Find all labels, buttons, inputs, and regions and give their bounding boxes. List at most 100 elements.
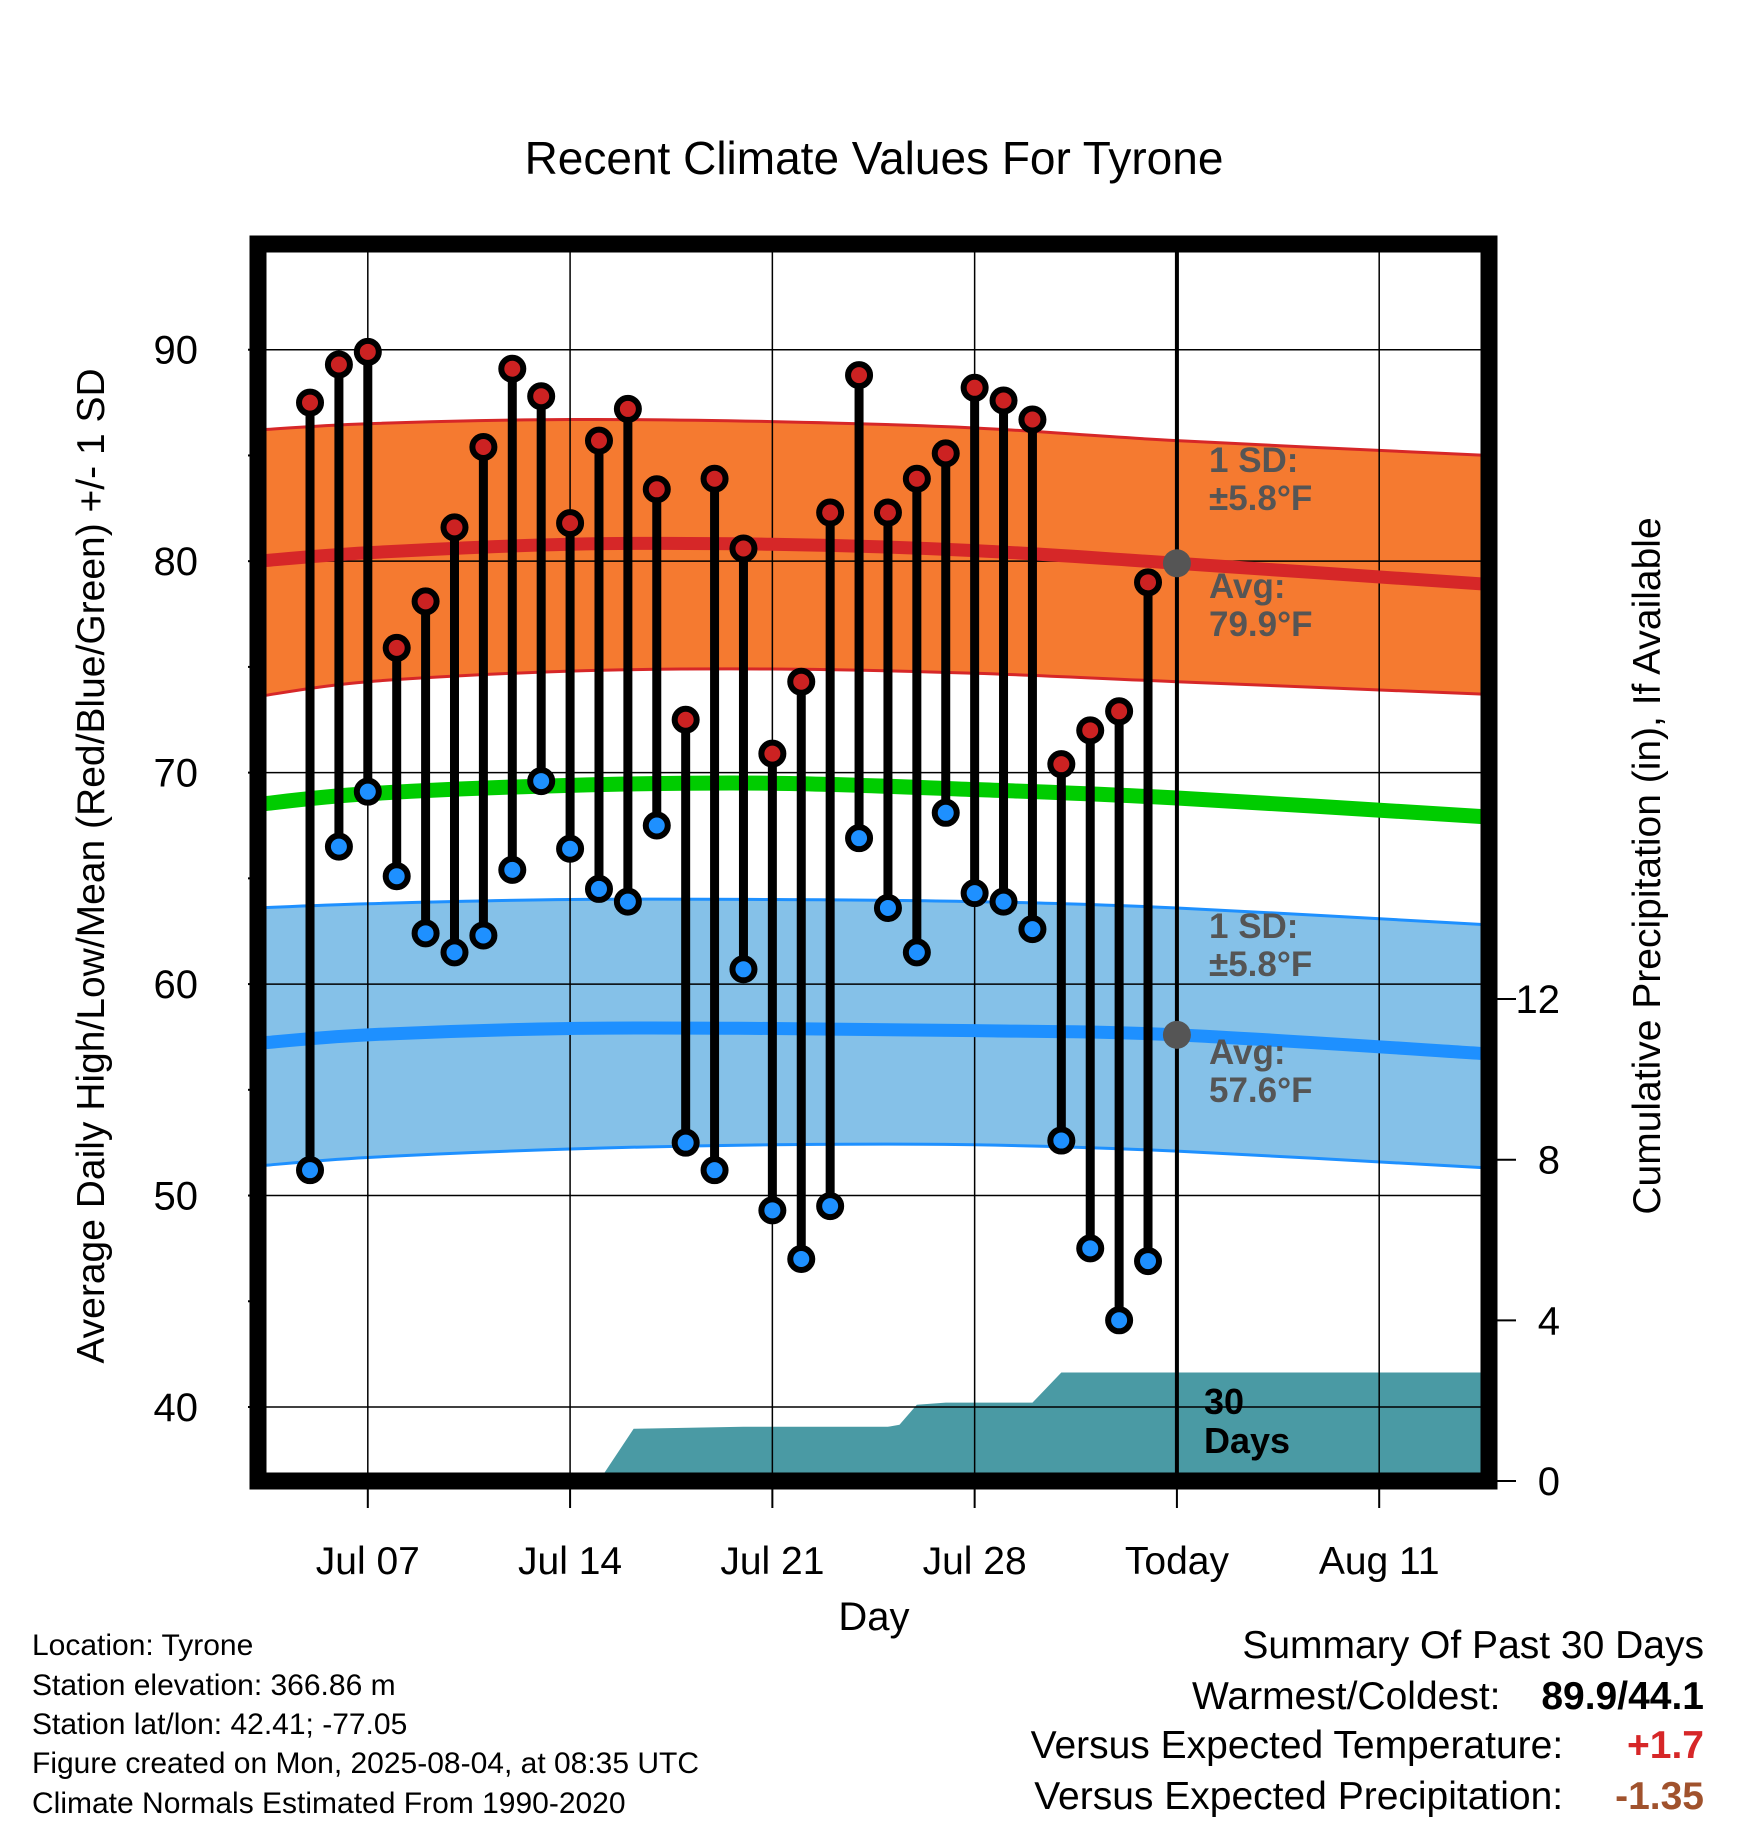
low-temp-point (960, 879, 989, 908)
low-temp-point (353, 777, 382, 806)
y-axis-right-title: Cumulative Precipitation (in), If Availa… (1626, 517, 1669, 1214)
summary-temperature-row: Versus Expected Temperature: +1.7 (1031, 1726, 1704, 1765)
x-tick-label: Jul 07 (316, 1540, 420, 1583)
plot-frame (249, 235, 1498, 1490)
low-temp-point (758, 1196, 787, 1225)
high-temp-point (1076, 716, 1105, 745)
high-sd-band (258, 419, 1489, 697)
temperature-label: Versus Expected Temperature: (1030, 1724, 1564, 1767)
warmest-label: Warmest/Coldest: (1192, 1675, 1501, 1718)
precipitation-value: -1.35 (1615, 1775, 1704, 1818)
high-temp-point (498, 354, 527, 383)
low-temp-point (1076, 1234, 1105, 1263)
high-temp-point (584, 426, 613, 455)
y-right-tick-label: 4 (1538, 1299, 1560, 1343)
high-temp-point (960, 373, 989, 402)
x-axis-title: Day (838, 1595, 909, 1639)
low-temp-point (382, 862, 411, 891)
x-tick-label: Jul 28 (923, 1540, 1027, 1583)
low-temp-point (671, 1128, 700, 1157)
low-temp-point (642, 811, 671, 840)
low-temp-point (902, 938, 931, 967)
low-temp-point (787, 1244, 816, 1273)
high-temp-point (382, 633, 411, 662)
high-temp-point (353, 337, 382, 366)
summary-heading: Summary Of Past 30 Days (1242, 1624, 1704, 1667)
high-temp-point (411, 587, 440, 616)
high-temp-point (758, 739, 787, 768)
low-upper-line (258, 897, 1489, 927)
high-temp-point (296, 388, 325, 417)
high-temp-point (845, 361, 874, 390)
low-temp-point (700, 1156, 729, 1185)
low-temp-point (440, 938, 469, 967)
low-temp-point (845, 824, 874, 853)
warmest-value: 89.9/44.1 (1541, 1675, 1704, 1718)
y-tick-label: 70 (154, 752, 199, 796)
x-tick-label: Jul 14 (518, 1540, 622, 1583)
high-temp-point (787, 667, 816, 696)
low-average-annotation: Avg: 57.6°F (1209, 1033, 1313, 1110)
y-tick-label: 80 (154, 540, 199, 584)
x-tick-label: Jul 21 (720, 1540, 824, 1583)
normals-text: Climate Normals Estimated From 1990-2020 (32, 1787, 626, 1820)
plot-content: 1 SD: ±5.8°F Avg: 79.9°F 1 SD: ±5.8°F Avg: 57.6… (258, 244, 1489, 1481)
high-temp-point (902, 464, 931, 493)
y-right-tick-label: 12 (1516, 978, 1561, 1022)
precipitation-area (541, 1372, 1489, 1481)
low-temp-point (931, 798, 960, 827)
high-temp-point (1134, 568, 1163, 597)
low-temp-point (1134, 1247, 1163, 1276)
high-temp-point (873, 498, 902, 527)
high-temp-point (527, 382, 556, 411)
low-temp-point (1047, 1126, 1076, 1155)
summary-warmest-row: Warmest/Coldest: 89.9/44.1 (1192, 1677, 1704, 1716)
summary-precipitation-row: Versus Expected Precipitation: -1.35 (1034, 1777, 1704, 1816)
today-30-days-label: 30 Days (1204, 1381, 1290, 1461)
high-temp-point (556, 509, 585, 538)
low-sd-annotation: 1 SD: ±5.8°F (1209, 907, 1312, 984)
low-temp-point (816, 1192, 845, 1221)
high-temp-point (671, 705, 700, 734)
x-tick-label: Aug 11 (1319, 1540, 1440, 1583)
low-temp-point (527, 767, 556, 796)
y-axis-title: Average Daily High/Low/Mean (Red/Blue/Gr… (70, 368, 113, 1363)
high-temp-point (642, 475, 671, 504)
high-average-line (258, 536, 1489, 591)
elevation-text: Station elevation: 366.86 m (32, 1669, 396, 1702)
y-right-tick-label: 0 (1538, 1460, 1560, 1504)
y-tick-label: 50 (154, 1175, 199, 1219)
high-sd-annotation: 1 SD: ±5.8°F (1209, 441, 1312, 518)
low-temp-point (296, 1156, 325, 1185)
low-lower-line (258, 1142, 1489, 1170)
created-text: Figure created on Mon, 2025-08-04, at 08… (32, 1747, 700, 1780)
low-average-line (258, 1021, 1489, 1061)
high-temp-point (1105, 697, 1134, 726)
low-temp-point (873, 893, 902, 922)
low-temp-point (411, 919, 440, 948)
y-right-tick-label: 8 (1538, 1139, 1560, 1183)
low-temp-point (584, 874, 613, 903)
high-temp-point (1018, 405, 1047, 434)
low-temp-point (989, 887, 1018, 916)
high-upper-line (258, 417, 1489, 457)
high-average-annotation: Avg: 79.9°F (1209, 567, 1313, 644)
temperature-value: +1.7 (1627, 1724, 1704, 1767)
high-temp-point (931, 439, 960, 468)
y-tick-label: 60 (154, 963, 199, 1007)
mean-line (258, 775, 1489, 825)
high-temp-point (469, 432, 498, 461)
low-temp-point (1018, 915, 1047, 944)
low-temp-point (469, 921, 498, 950)
high-temp-point (324, 350, 353, 379)
high-temp-point (440, 513, 469, 542)
low-temp-point (1105, 1306, 1134, 1335)
high-temp-point (989, 386, 1018, 415)
low-temp-point (613, 887, 642, 916)
location-text: Location: Tyrone (32, 1629, 254, 1662)
high-temp-point (613, 394, 642, 423)
y-tick-label: 90 (154, 329, 199, 373)
high-temp-point (1047, 750, 1076, 779)
high-temp-point (729, 534, 758, 563)
low-temp-point (556, 834, 585, 863)
